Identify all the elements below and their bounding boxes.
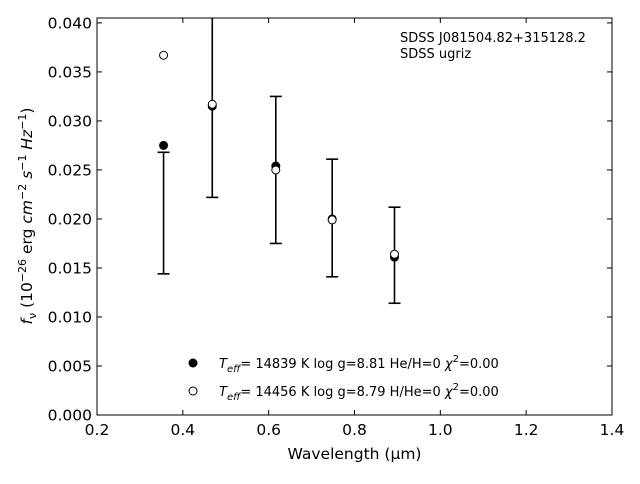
- y-axis-label: fν (10−26 erg cm−2 s−1 Hz−1): [16, 108, 39, 325]
- x-tick-label: 0.2: [85, 421, 110, 439]
- data-points: [159, 50, 399, 262]
- legend: Teff= 14839 K log g=8.81 He/H=0 χ2=0.00 T…: [188, 354, 499, 403]
- legend-entry: Teff= 14456 K log g=8.79 H/He=0 χ2=0.00: [219, 382, 499, 403]
- x-tick-label: 0.4: [171, 421, 196, 439]
- point-open: [327, 215, 337, 225]
- x-tick-label: 1.2: [514, 421, 539, 439]
- y-tick-label: 0.040: [48, 14, 92, 32]
- y-axis: 0.000 0.005 0.010 0.015 0.020 0.025 0.030 0.035…: [48, 14, 612, 425]
- y-tick-label: 0.010: [48, 308, 92, 326]
- legend-marker: [188, 386, 198, 396]
- y-tick-label: 0.020: [48, 210, 92, 228]
- point-open: [271, 165, 281, 175]
- x-tick-label: 1.0: [428, 421, 453, 439]
- annotation-filters: SDSS ugriz: [400, 47, 471, 62]
- y-tick-label: 0.025: [48, 161, 92, 179]
- annotation-object: SDSS J081504.82+315128.2: [400, 31, 586, 46]
- legend-entry: Teff= 14839 K log g=8.81 He/H=0 χ2=0.00: [219, 354, 499, 375]
- x-axis: 0.2 0.4 0.6 0.8 1.0 1.2 1.4: [85, 18, 625, 439]
- y-tick-label: 0.030: [48, 112, 92, 130]
- point-open: [389, 249, 399, 259]
- y-tick-label: 0.015: [48, 259, 92, 277]
- point-filled: [159, 140, 169, 150]
- point-open: [159, 50, 169, 60]
- x-tick-label: 0.8: [342, 421, 367, 439]
- legend-marker: [188, 358, 198, 368]
- x-tick-label: 1.4: [600, 421, 625, 439]
- x-axis-label: Wavelength (μm): [288, 445, 422, 463]
- y-tick-label: 0.005: [48, 357, 92, 375]
- x-tick-label: 0.6: [256, 421, 281, 439]
- y-tick-label: 0.035: [48, 63, 92, 81]
- y-tick-label: 0.000: [48, 407, 92, 425]
- point-open: [207, 99, 217, 109]
- plot-frame: [96, 17, 613, 416]
